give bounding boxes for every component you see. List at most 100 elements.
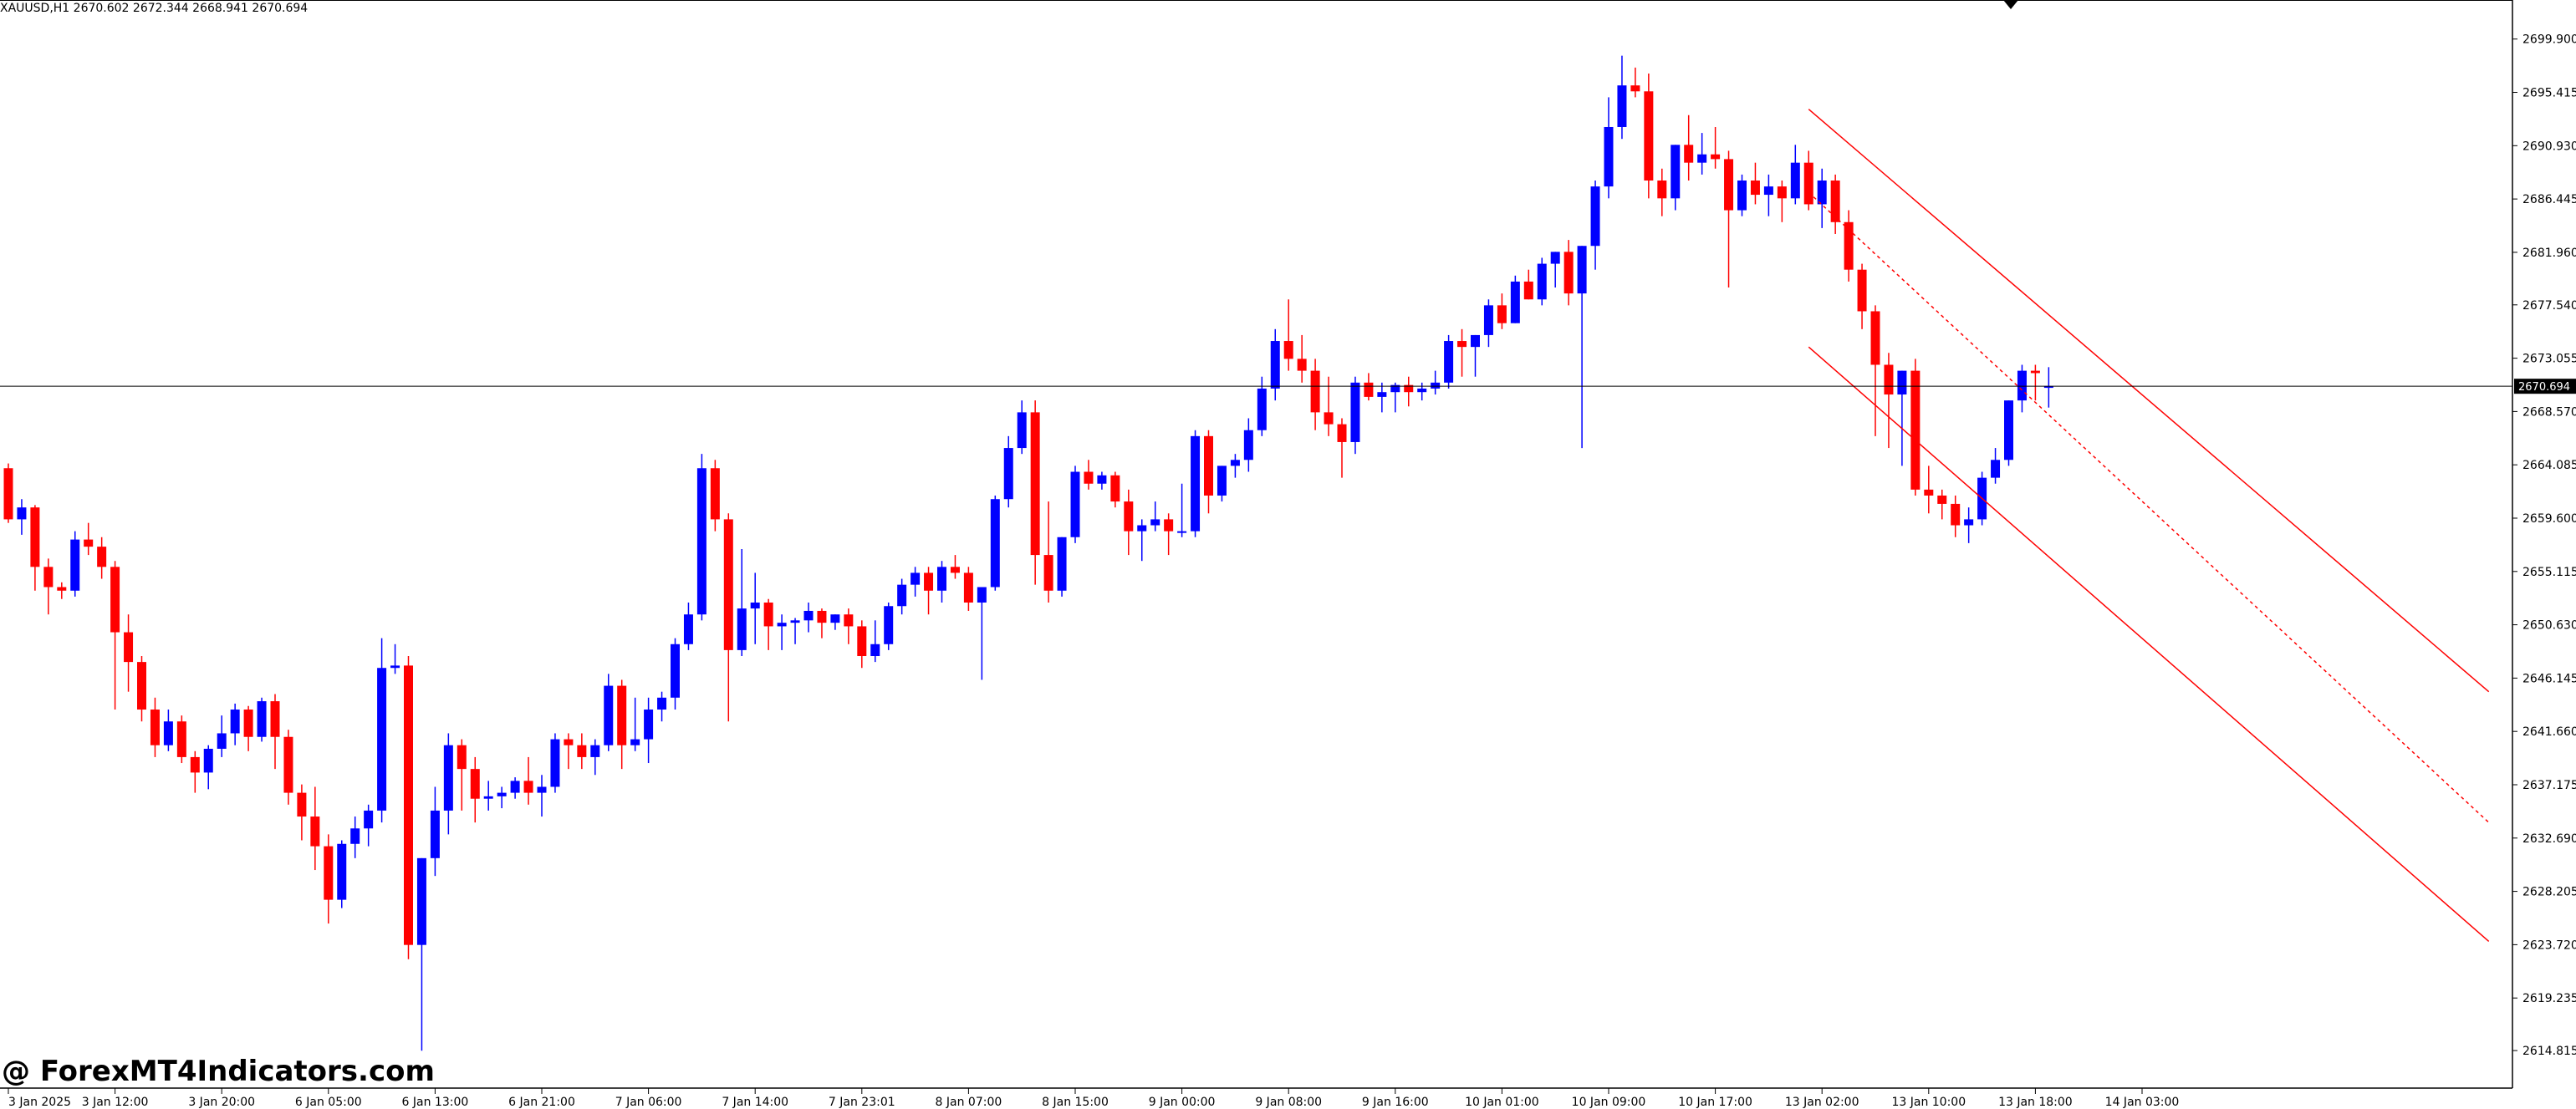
- candle-body: [1217, 465, 1227, 496]
- candle-body: [497, 792, 507, 796]
- candle-body: [1164, 519, 1174, 532]
- candle: [1737, 174, 1747, 216]
- y-tick-label: 2632.690: [2522, 832, 2576, 846]
- candle: [176, 715, 186, 764]
- x-tick-label: 6 Jan 13:00: [402, 1096, 469, 1109]
- candle-body: [1671, 145, 1681, 199]
- candle-body: [3, 468, 13, 520]
- candle: [977, 587, 987, 680]
- candle-body: [324, 846, 334, 900]
- candle-body: [911, 572, 921, 585]
- candle-body: [2017, 370, 2027, 401]
- candle: [1711, 126, 1721, 169]
- candle: [1523, 269, 1533, 300]
- candle-body: [1177, 531, 1187, 533]
- candle: [470, 756, 480, 823]
- candle: [1431, 370, 1441, 395]
- y-tick-label: 2646.145: [2522, 672, 2576, 685]
- candle: [537, 775, 547, 817]
- candle-body: [510, 781, 520, 793]
- candle-body: [1377, 392, 1387, 397]
- candle-body: [1390, 384, 1400, 393]
- channel-upper-line[interactable]: [1808, 109, 2490, 693]
- candle: [523, 756, 533, 805]
- candle-body: [70, 539, 80, 591]
- candle-body: [364, 810, 374, 829]
- candle: [777, 614, 787, 650]
- candle-body: [1337, 424, 1347, 442]
- candle-body: [230, 710, 240, 734]
- candle: [1057, 537, 1067, 597]
- candle: [230, 703, 240, 745]
- candle: [1097, 471, 1107, 490]
- channel-lower-line[interactable]: [1808, 346, 2490, 942]
- x-tick-label: 10 Jan 01:00: [1465, 1096, 1539, 1109]
- candle: [550, 733, 560, 793]
- candle: [110, 561, 120, 710]
- candle-body: [1017, 412, 1027, 449]
- symbol-info: XAUUSD,H1 2670.602 2672.344 2668.941 267…: [0, 2, 309, 15]
- candle: [1671, 145, 1681, 211]
- candle: [1150, 501, 1160, 532]
- candle: [150, 697, 160, 757]
- candle: [124, 614, 134, 692]
- candle-body: [1003, 448, 1013, 500]
- candle: [1204, 430, 1213, 514]
- candle: [97, 537, 107, 579]
- y-tick-label: 2699.900: [2522, 33, 2576, 47]
- candle: [1924, 465, 1934, 514]
- candle-body: [470, 769, 480, 799]
- candle: [416, 857, 426, 1051]
- candle-body: [803, 610, 814, 621]
- candle-body: [737, 608, 747, 650]
- candle-body: [924, 572, 934, 591]
- candle: [2030, 364, 2040, 401]
- candle-body: [710, 468, 720, 520]
- candle-body: [2043, 386, 2053, 389]
- candle-body: [1030, 412, 1040, 556]
- watermark: @ ForexMT4Indicators.com: [2, 1055, 435, 1088]
- candle-body: [897, 584, 907, 607]
- candle-body: [844, 614, 854, 627]
- x-tick-label: 3 Jan 2025: [8, 1096, 71, 1109]
- candle: [137, 656, 146, 722]
- channel-middle-line[interactable]: [1808, 191, 2490, 823]
- candle-body: [537, 786, 547, 793]
- candle: [1910, 359, 1921, 496]
- candle: [1017, 400, 1027, 455]
- candle: [310, 786, 320, 871]
- y-tick-label: 2673.055: [2522, 353, 2576, 366]
- candle-body: [1857, 269, 1867, 312]
- candle-body: [1777, 186, 1787, 199]
- candle-body: [1097, 475, 1107, 484]
- candle-body: [2004, 400, 2013, 460]
- candle: [657, 691, 667, 722]
- x-tick-label: 6 Jan 21:00: [508, 1096, 575, 1109]
- candle: [870, 620, 880, 663]
- candle-body: [617, 685, 627, 745]
- candle: [390, 644, 400, 674]
- candle-body: [1884, 364, 1894, 395]
- axes: [0, 0, 2513, 1089]
- candle-body: [1617, 85, 1627, 127]
- candle-body: [590, 745, 600, 757]
- candle: [1577, 246, 1587, 449]
- candle: [763, 598, 773, 650]
- candle-body: [150, 710, 160, 745]
- candle-body: [1110, 475, 1120, 502]
- candle-body: [243, 710, 253, 737]
- candle: [1750, 162, 1760, 205]
- candle-body: [1297, 359, 1307, 371]
- candle-body: [750, 602, 760, 609]
- chart-shift-marker-icon[interactable]: [2003, 0, 2018, 9]
- candle: [1870, 305, 1880, 436]
- candle-body: [1364, 382, 1374, 397]
- x-axis-ticks: 3 Jan 2025 3 Jan 12:00 3 Jan 20:00 6 Jan 05…: [8, 1088, 2179, 1109]
- candle: [1110, 471, 1120, 508]
- candle: [324, 834, 334, 924]
- y-tick-label: 2668.570: [2522, 405, 2576, 419]
- candle: [1350, 376, 1360, 455]
- candle-body: [1964, 519, 1974, 526]
